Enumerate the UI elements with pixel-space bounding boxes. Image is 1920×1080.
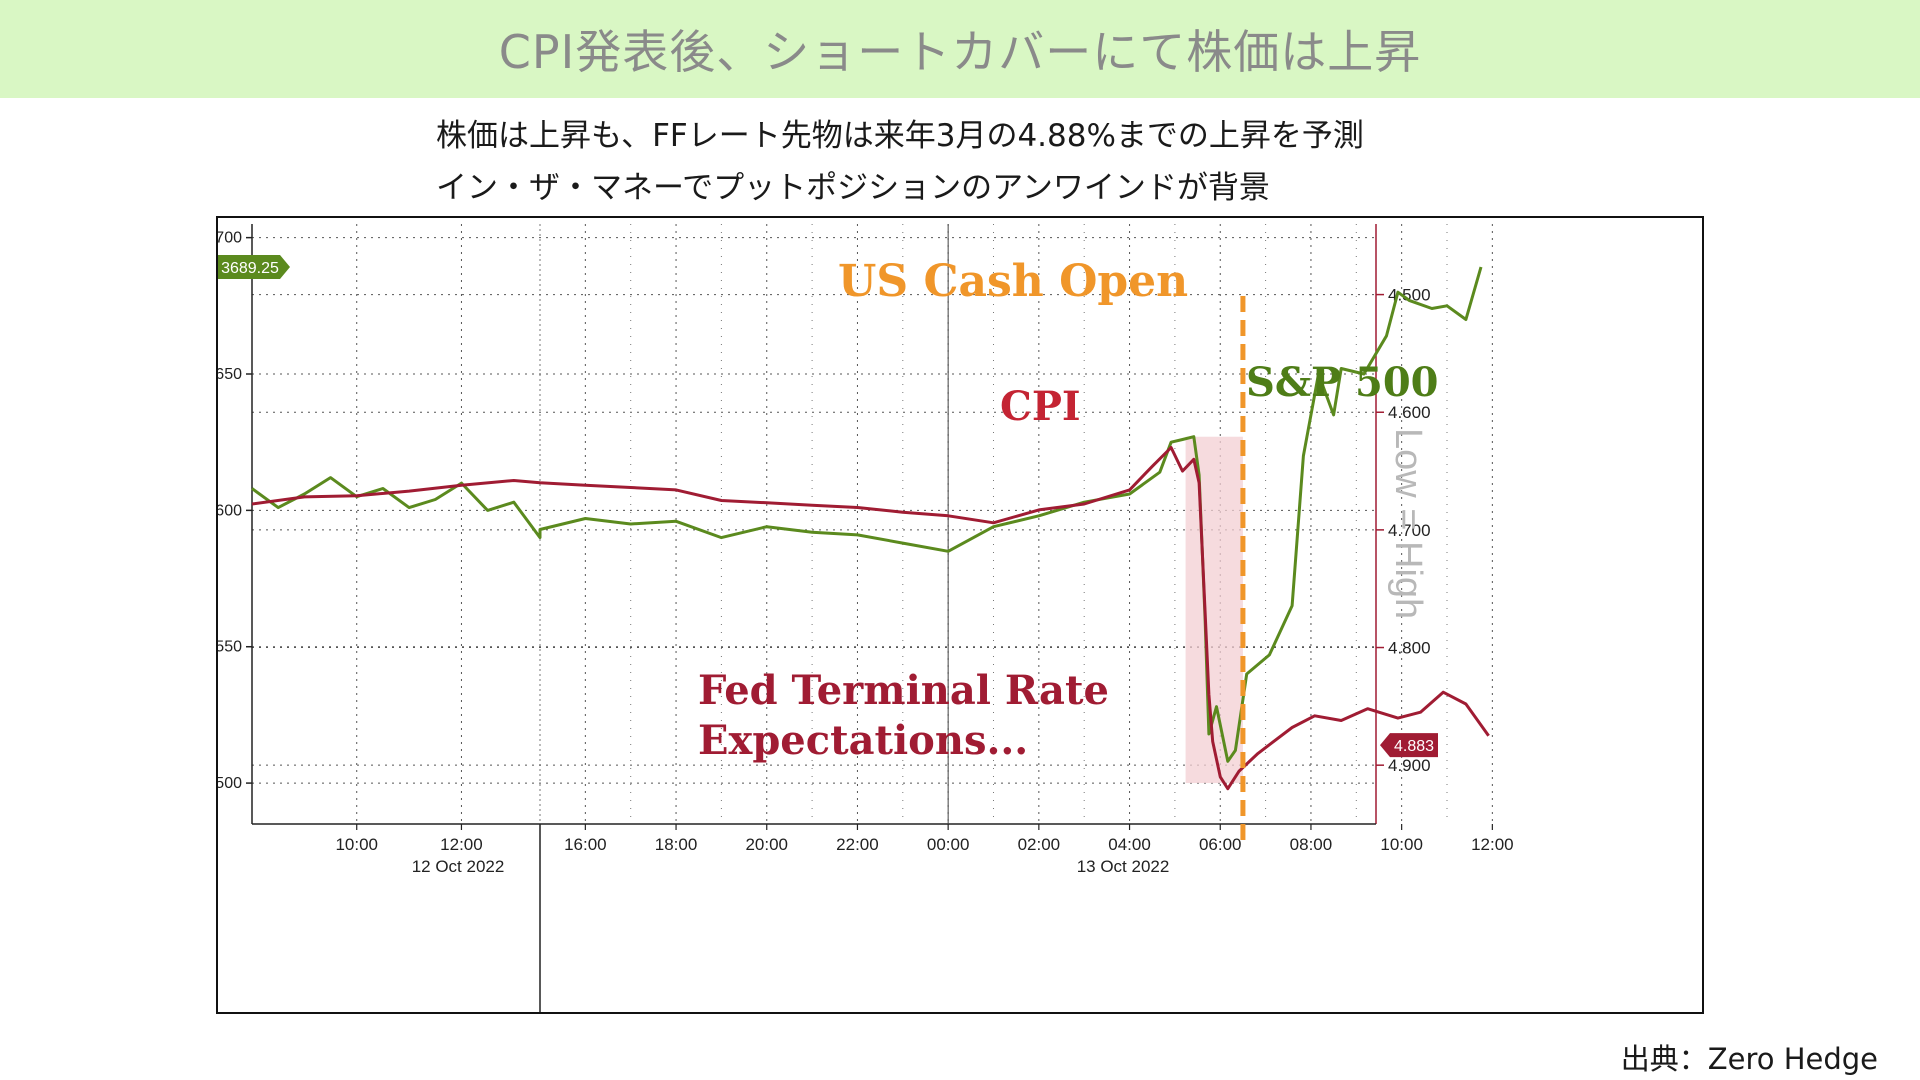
x-axis-tick-label: 12:00 — [440, 835, 483, 854]
right-axis-tick-label: 4.500 — [1388, 286, 1431, 305]
right-axis-tick-label: 4.600 — [1388, 403, 1431, 422]
left-axis-tick-label: 3650 — [218, 366, 242, 383]
x-axis-tick-label: 18:00 — [655, 835, 698, 854]
right-axis-note: Low = High — [1387, 428, 1429, 619]
x-axis-tick-label: 10:00 — [335, 835, 378, 854]
left-axis-tick-label: 3500 — [218, 775, 242, 792]
right-axis-tick-label: 4.700 — [1388, 521, 1431, 540]
annotation-fed-line2: Expectations... — [698, 717, 1028, 764]
chart-frame: 3700 3650 3600 3550 3500 4.500 4.600 4.700 4.800… — [216, 216, 1704, 1014]
last-value-right: 4.883 — [1394, 738, 1434, 755]
subtitle-line-1: 株価は上昇も、FFレート先物は来年3月の4.88%までの上昇を予測 — [436, 118, 1364, 154]
x-axis-tick-label: 02:00 — [1018, 835, 1061, 854]
subtitle-line-2: イン・ザ・マネーでプットポジションのアンワインドが背景 — [436, 170, 1270, 206]
cpi-release-band — [1185, 436, 1243, 784]
last-value-left: 3689.25 — [221, 260, 279, 277]
x-axis-tick-label: 20:00 — [745, 835, 788, 854]
date-label: 12 Oct 2022 — [412, 857, 505, 876]
last-value-flag-right — [1380, 733, 1438, 758]
date-label: 13 Oct 2022 — [1077, 857, 1170, 876]
title-banner: CPI発表後、ショートカバーにて株価は上昇 — [0, 0, 1920, 98]
annotation-sp500: S&P 500 — [1246, 359, 1439, 406]
sp500-line — [251, 266, 1483, 763]
annotation-cpi: CPI — [1000, 383, 1081, 430]
left-axis-tick-label: 3600 — [218, 502, 242, 519]
chart-svg: 3700 3650 3600 3550 3500 4.500 4.600 4.700 4.800… — [218, 224, 1514, 1012]
left-axis-tick-label: 3550 — [218, 639, 242, 656]
x-axis-tick-label: 06:00 — [1199, 835, 1242, 854]
source-credit: 出典：Zero Hedge — [1620, 1042, 1878, 1076]
left-axis-tick-label: 3700 — [218, 230, 242, 247]
annotation-fed-line1: Fed Terminal Rate — [698, 667, 1109, 714]
page-title: CPI発表後、ショートカバーにて株価は上昇 — [498, 25, 1422, 79]
x-axis-tick-label: 22:00 — [836, 835, 879, 854]
x-axis-tick-label: 00:00 — [927, 835, 970, 854]
x-axis-tick-label: 04:00 — [1108, 835, 1151, 854]
right-axis-tick-label: 4.900 — [1388, 756, 1431, 775]
x-axis-tick-label: 10:00 — [1380, 835, 1423, 854]
x-axis-tick-label: 16:00 — [564, 835, 607, 854]
last-value-flag-left — [218, 254, 290, 279]
fed-rate-line — [251, 446, 1490, 791]
annotation-us-cash-open: US Cash Open — [838, 256, 1188, 307]
right-axis-tick-label: 4.800 — [1388, 639, 1431, 658]
x-axis-tick-label: 08:00 — [1290, 835, 1333, 854]
x-axis-tick-label: 12:00 — [1471, 835, 1514, 854]
